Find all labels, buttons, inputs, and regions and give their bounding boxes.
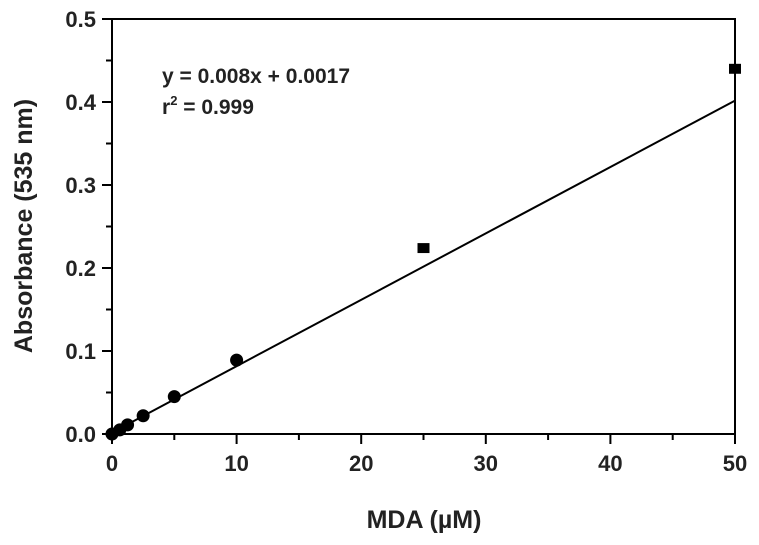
y-tick-label: 0.4: [65, 90, 96, 115]
x-axis-label: MDA (µM): [367, 506, 482, 534]
data-point: [121, 418, 135, 432]
x-tick-label: 30: [474, 451, 498, 476]
error-bar: [729, 63, 741, 74]
data-point: [136, 409, 150, 423]
x-tick-label: 40: [598, 451, 622, 476]
y-tick-label: 0.1: [65, 339, 96, 364]
y-tick-label: 0.5: [65, 7, 96, 32]
y-tick-label: 0.3: [65, 173, 96, 198]
equation-label: y = 0.008x + 0.0017: [162, 65, 350, 88]
x-tick-label: 0: [106, 451, 118, 476]
fit-line: [111, 99, 736, 434]
r2-label: r2 = 0.999: [162, 93, 254, 119]
error-bar: [417, 243, 430, 254]
y-tick-label: 0.2: [65, 256, 96, 281]
y-tick-label: 0.0: [65, 422, 96, 447]
x-tick-label: 20: [349, 451, 373, 476]
x-tick-label: 50: [723, 451, 747, 476]
data-point: [167, 390, 181, 404]
x-tick-label: 10: [224, 451, 248, 476]
y-axis-label: Absorbance (535 nm): [10, 99, 38, 353]
data-point: [230, 353, 244, 367]
